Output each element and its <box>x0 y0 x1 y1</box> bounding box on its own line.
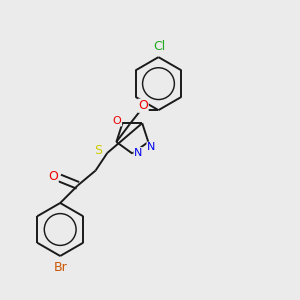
Text: Br: Br <box>53 261 67 274</box>
Text: O: O <box>48 170 58 183</box>
Text: Cl: Cl <box>153 40 166 53</box>
Text: S: S <box>94 144 103 157</box>
Text: N: N <box>134 148 142 158</box>
Text: O: O <box>113 116 122 126</box>
Text: O: O <box>138 99 148 112</box>
Text: N: N <box>147 142 155 152</box>
